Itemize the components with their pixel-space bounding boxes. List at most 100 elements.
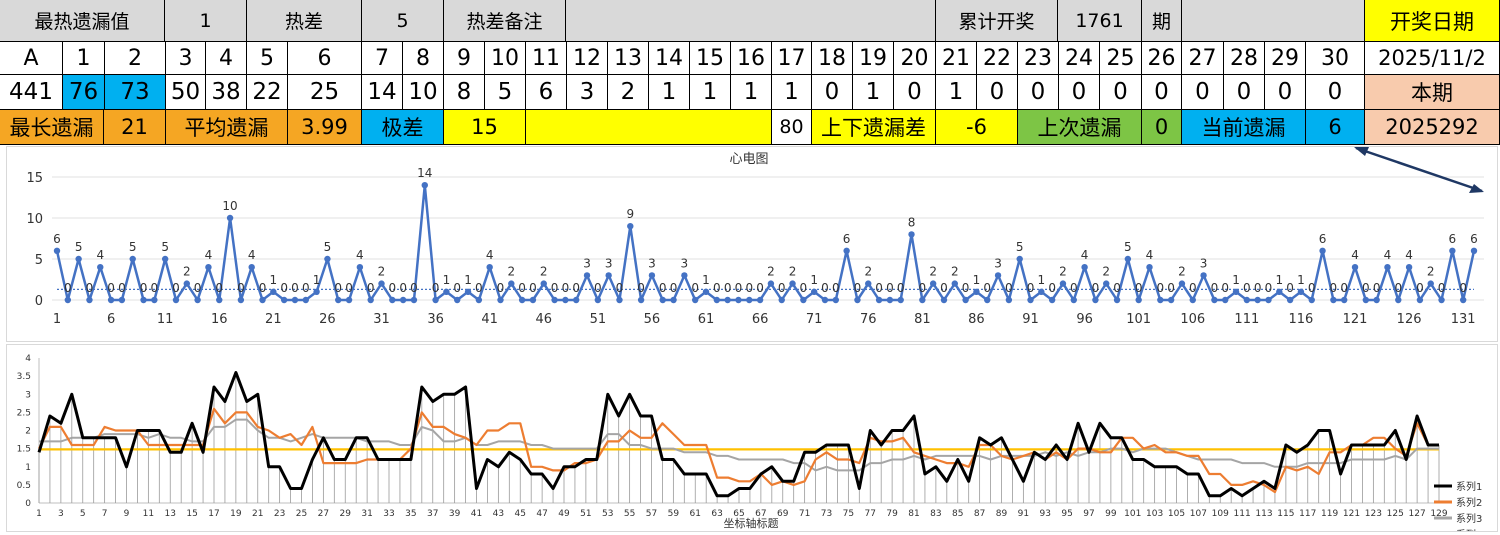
- label-hot-miss[interactable]: 最热遗漏值: [0, 0, 165, 42]
- miss-count-cell[interactable]: 8: [444, 75, 485, 110]
- label-range[interactable]: 极差: [362, 110, 444, 145]
- number-header-cell[interactable]: 24: [1059, 42, 1100, 75]
- updown-diff-value[interactable]: -6: [936, 110, 1018, 145]
- label-last-miss[interactable]: 上次遗漏: [1018, 110, 1142, 145]
- number-header-cell[interactable]: 1: [63, 42, 105, 75]
- miss-count-cell[interactable]: 0: [1059, 75, 1100, 110]
- label-total-draws[interactable]: 累计开奖: [936, 0, 1058, 42]
- miss-count-cell[interactable]: 50: [166, 75, 206, 110]
- miss-count-cell[interactable]: 25: [288, 75, 362, 110]
- miss-count-cell[interactable]: 38: [206, 75, 247, 110]
- miss-count-cell[interactable]: 22: [247, 75, 288, 110]
- value-80[interactable]: 80: [772, 110, 812, 145]
- label-updown-diff[interactable]: 上下遗漏差: [812, 110, 936, 145]
- number-header-cell[interactable]: 5: [247, 42, 288, 75]
- row3-total[interactable]: 441: [0, 75, 63, 110]
- data-point: [594, 296, 602, 304]
- number-header-cell[interactable]: 8: [403, 42, 444, 75]
- number-header-cell[interactable]: 13: [608, 42, 649, 75]
- number-header-cell[interactable]: 6: [288, 42, 362, 75]
- miss-count-cell[interactable]: 0: [1182, 75, 1224, 110]
- data-point: [248, 264, 255, 271]
- miss-count-cell[interactable]: 2: [608, 75, 649, 110]
- current-period-label[interactable]: 本期: [1365, 75, 1500, 110]
- header-date-value[interactable]: 2025/11/2: [1365, 42, 1500, 75]
- row2-label-a[interactable]: A: [0, 42, 63, 75]
- miss-count-cell[interactable]: 0: [1306, 75, 1365, 110]
- miss-count-cell[interactable]: 0: [1142, 75, 1182, 110]
- number-header-cell[interactable]: 10: [485, 42, 526, 75]
- number-header-cell[interactable]: 26: [1142, 42, 1182, 75]
- miss-count-cell[interactable]: 0: [894, 75, 936, 110]
- miss-count-cell[interactable]: 1: [772, 75, 812, 110]
- miss-count-cell[interactable]: 0: [812, 75, 853, 110]
- miss-count-cell[interactable]: 1: [936, 75, 977, 110]
- number-header-cell[interactable]: 11: [526, 42, 567, 75]
- number-header-cell[interactable]: 19: [853, 42, 894, 75]
- longest-miss-value[interactable]: 21: [104, 110, 166, 145]
- number-header-cell[interactable]: 25: [1100, 42, 1142, 75]
- miss-count-cell[interactable]: 5: [485, 75, 526, 110]
- current-miss-value[interactable]: 6: [1306, 110, 1365, 145]
- hot-miss-value[interactable]: 1: [165, 0, 247, 42]
- miss-count-cell[interactable]: 10: [403, 75, 444, 110]
- number-header-cell[interactable]: 4: [206, 42, 247, 75]
- number-header-cell[interactable]: 7: [362, 42, 403, 75]
- number-header-cell[interactable]: 28: [1224, 42, 1265, 75]
- number-header-cell[interactable]: 18: [812, 42, 853, 75]
- miss-count-cell[interactable]: 1: [690, 75, 731, 110]
- x-tick-label: 19: [230, 509, 242, 519]
- label-current-miss[interactable]: 当前遗漏: [1182, 110, 1306, 145]
- miss-count-cell[interactable]: 14: [362, 75, 403, 110]
- number-header-cell[interactable]: 2: [105, 42, 166, 75]
- miss-count-cell[interactable]: 0: [1018, 75, 1059, 110]
- avg-miss-value[interactable]: 3.99: [288, 110, 362, 145]
- unit-period[interactable]: 期: [1142, 0, 1182, 42]
- label-draw-date[interactable]: 开奖日期: [1365, 0, 1500, 42]
- miss-count-cell[interactable]: 3: [567, 75, 608, 110]
- number-header-cell[interactable]: 29: [1265, 42, 1306, 75]
- miss-count-cell[interactable]: 73: [105, 75, 166, 110]
- miss-count-cell[interactable]: 1: [853, 75, 894, 110]
- miss-count-cell[interactable]: 0: [977, 75, 1018, 110]
- miss-count-cell[interactable]: 76: [63, 75, 105, 110]
- label-avg-miss[interactable]: 平均遗漏: [166, 110, 288, 145]
- number-header-cell[interactable]: 23: [1018, 42, 1059, 75]
- number-header-cell[interactable]: 12: [567, 42, 608, 75]
- range-value[interactable]: 15: [444, 110, 526, 145]
- number-header-cell[interactable]: 17: [772, 42, 812, 75]
- period-value[interactable]: 2025292: [1365, 110, 1500, 145]
- total-draws-value[interactable]: 1761: [1058, 0, 1142, 42]
- miss-count-cell[interactable]: 6: [526, 75, 567, 110]
- label-hot-note[interactable]: 热差备注: [444, 0, 566, 42]
- data-label: 6: [53, 232, 61, 246]
- hot-diff-value[interactable]: 5: [362, 0, 444, 42]
- number-header-cell[interactable]: 22: [977, 42, 1018, 75]
- x-tick-label: 51: [590, 312, 607, 327]
- data-label: 0: [1362, 281, 1370, 295]
- number-header-cell[interactable]: 16: [731, 42, 772, 75]
- data-label: 0: [1189, 281, 1197, 295]
- yellow-blank-cell[interactable]: [526, 110, 772, 145]
- miss-count-cell[interactable]: 1: [731, 75, 772, 110]
- number-header-cell[interactable]: 21: [936, 42, 977, 75]
- ecg-chart-panel[interactable]: 心电图 0 5 10 15 1 6 11 16 21 26 31 36 41 46 51 56 61 66 71 76 8…: [6, 146, 1498, 342]
- number-header-cell[interactable]: 3: [166, 42, 206, 75]
- row1-blank[interactable]: [1182, 0, 1365, 42]
- label-longest-miss[interactable]: 最长遗漏: [0, 110, 104, 145]
- label-hot-diff[interactable]: 热差: [247, 0, 362, 42]
- miss-count-cell[interactable]: 0: [1265, 75, 1306, 110]
- number-header-cell[interactable]: 30: [1306, 42, 1365, 75]
- number-header-cell[interactable]: 15: [690, 42, 731, 75]
- number-header-cell[interactable]: 27: [1182, 42, 1224, 75]
- miss-count-cell[interactable]: 0: [1224, 75, 1265, 110]
- x-tick-label: 85: [952, 509, 963, 519]
- number-header-cell[interactable]: 20: [894, 42, 936, 75]
- hot-note-cell[interactable]: [566, 0, 936, 42]
- number-header-cell[interactable]: 9: [444, 42, 485, 75]
- miss-count-cell[interactable]: 1: [649, 75, 690, 110]
- number-header-cell[interactable]: 14: [649, 42, 690, 75]
- trend-chart-panel[interactable]: 0 0.5 1 1.5 2 2.5 3 3.5 4 1 3 5 7 9 11 13 15 17 19 21 23 25 27…: [6, 344, 1498, 535]
- last-miss-value[interactable]: 0: [1142, 110, 1182, 145]
- miss-count-cell[interactable]: 0: [1100, 75, 1142, 110]
